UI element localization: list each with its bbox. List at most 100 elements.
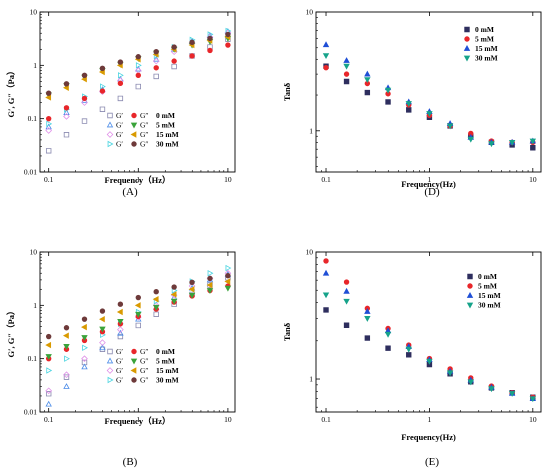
- legend-marker-filled: [131, 377, 137, 383]
- legend-open-label: G′: [116, 140, 123, 149]
- data-point: [189, 53, 195, 59]
- data-point: [100, 83, 106, 90]
- data-point: [81, 72, 88, 79]
- data-point: [225, 272, 231, 279]
- panel-label: (B): [123, 456, 138, 468]
- data-point: [343, 71, 350, 77]
- data-point: [45, 148, 52, 154]
- data-point: [45, 400, 52, 407]
- data-point: [188, 292, 196, 299]
- data-point: [322, 41, 330, 48]
- data-point: [135, 322, 141, 329]
- data-point: [364, 335, 371, 341]
- data-point: [426, 358, 433, 365]
- y-tick-label: 10: [30, 8, 38, 17]
- data-point: [206, 288, 214, 294]
- data-point: [153, 65, 159, 71]
- x-tick-label: 1: [136, 175, 140, 184]
- panel-e: 0.1 1 10 1 10 Frequency(Hz) Tanδ (E) 0 mM5 mM15 …: [282, 248, 542, 468]
- data-point: [81, 355, 88, 362]
- data-point: [153, 49, 159, 55]
- x-axis-label: Frequency(Hz): [401, 432, 456, 442]
- x-axis-label: Frequency(Hz): [401, 179, 456, 189]
- x-tick-label: 10: [224, 415, 232, 424]
- series-g-0-mm: [45, 274, 231, 397]
- legend-marker-filled: [131, 348, 137, 355]
- legend-entry-label: 0 mM: [475, 25, 494, 34]
- data-point: [207, 47, 213, 54]
- data-point: [153, 73, 159, 80]
- plot-frame: [39, 251, 236, 413]
- legend-marker-filled: [130, 367, 137, 374]
- data-point: [224, 278, 231, 285]
- data-point: [45, 333, 52, 340]
- data-point: [153, 304, 160, 311]
- legend-open-label: G′: [116, 357, 123, 366]
- legend-open-label: G′: [116, 121, 123, 130]
- data-point: [189, 39, 195, 46]
- legend-marker: [464, 26, 470, 33]
- legend-filled-label: G″: [140, 121, 149, 130]
- legend-marker-filled: [131, 112, 137, 119]
- legend-filled-label: G″: [140, 111, 149, 120]
- x-tick-label: 1: [428, 415, 432, 424]
- panel-a: 0.1 1 10 0.01 0.1 1 10 Frequency（Hz） G′, G″（Pa） (…: [6, 8, 236, 198]
- data-point: [467, 379, 474, 386]
- data-point: [99, 106, 106, 112]
- data-point: [63, 383, 70, 389]
- data-point: [153, 289, 159, 295]
- x-tick-label: 0.1: [321, 175, 331, 184]
- data-point: [45, 90, 52, 96]
- data-point: [153, 55, 160, 62]
- data-point: [224, 285, 232, 292]
- legend-filled-label: G″: [140, 130, 149, 139]
- series-g-30-mm: [45, 31, 231, 96]
- y-axis-label: G′, G″（Pa）: [6, 306, 16, 357]
- series-g-5-mm: [45, 28, 232, 130]
- data-point: [152, 296, 159, 303]
- plot-frame: [315, 11, 542, 173]
- data-point: [323, 64, 329, 71]
- series-5-mm: [323, 258, 536, 400]
- data-point: [117, 333, 124, 340]
- series-g-15-mm: [45, 29, 232, 134]
- legend-marker-open: [106, 367, 114, 374]
- data-point: [207, 31, 214, 38]
- legend-entry-label: 15 mM: [478, 291, 501, 300]
- panel-b: 0.1 1 10 0.01 0.1 1 10 Frequency（Hz） G′, G″（Pa） (…: [6, 248, 236, 468]
- data-point: [45, 341, 52, 349]
- series-0-mm: [323, 307, 536, 400]
- legend-marker-open: [107, 376, 114, 384]
- legend: G′ G″ 0 mM G′ G″ 5 mM G′ G″ 15 mM G′ G″ 30 mM: [106, 347, 179, 385]
- legend-marker-open: [107, 348, 113, 355]
- data-point: [322, 269, 330, 276]
- data-point: [207, 270, 214, 277]
- data-point: [99, 326, 106, 333]
- legend-entry-label: 5 mM: [156, 121, 175, 130]
- legend-marker-filled: [130, 122, 138, 129]
- data-point: [206, 281, 213, 289]
- data-point: [117, 329, 124, 336]
- y-tick-label: 1: [33, 61, 37, 70]
- y-tick-label: 1: [309, 375, 313, 384]
- data-point: [364, 70, 371, 77]
- data-point: [188, 286, 195, 293]
- legend-filled-label: G″: [140, 140, 149, 149]
- data-point: [405, 101, 412, 107]
- data-point: [46, 120, 53, 128]
- legend-marker: [467, 283, 473, 289]
- panel-d: 0.1 1 10 1 10 Frequency(Hz) Tanδ (D) 0 mM5 mM15 …: [282, 8, 542, 198]
- data-point: [99, 344, 106, 351]
- data-point: [45, 115, 52, 122]
- data-point: [322, 53, 330, 60]
- data-point: [446, 370, 454, 377]
- data-point: [46, 367, 53, 374]
- y-tick-label: 1: [33, 301, 37, 310]
- data-point: [45, 387, 53, 395]
- data-point: [45, 94, 52, 101]
- legend-entry-label: 30 mM: [478, 301, 501, 310]
- y-tick-label: 0.01: [24, 408, 37, 417]
- data-point: [364, 89, 371, 96]
- x-axis-label: Frequency（Hz）: [105, 416, 171, 426]
- data-point: [405, 346, 412, 353]
